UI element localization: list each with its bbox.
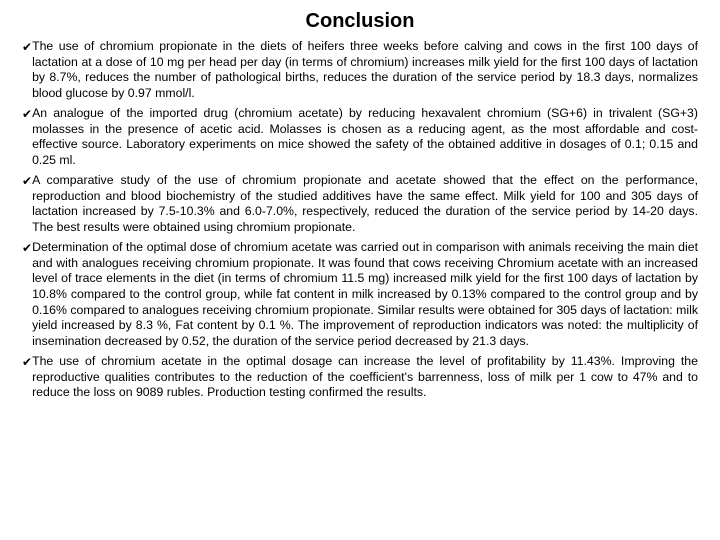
bullet-text: A comparative study of the use of chromi…	[32, 173, 698, 236]
bullet-text: The use of chromium acetate in the optim…	[32, 354, 698, 401]
list-item: ✔ The use of chromium acetate in the opt…	[22, 354, 698, 401]
list-item: ✔ An analogue of the imported drug (chro…	[22, 106, 698, 169]
bullet-text: Determination of the optimal dose of chr…	[32, 240, 698, 350]
check-icon: ✔	[22, 107, 32, 121]
list-item: ✔ A comparative study of the use of chro…	[22, 173, 698, 236]
check-icon: ✔	[22, 241, 32, 255]
bullet-text: The use of chromium propionate in the di…	[32, 39, 698, 102]
list-item: ✔ The use of chromium propionate in the …	[22, 39, 698, 102]
check-icon: ✔	[22, 355, 32, 369]
conclusion-slide: Conclusion ✔ The use of chromium propion…	[0, 0, 720, 540]
page-title: Conclusion	[22, 10, 698, 33]
check-icon: ✔	[22, 40, 32, 54]
check-icon: ✔	[22, 174, 32, 188]
list-item: ✔ Determination of the optimal dose of c…	[22, 240, 698, 350]
bullet-list: ✔ The use of chromium propionate in the …	[22, 39, 698, 401]
bullet-text: An analogue of the imported drug (chromi…	[32, 106, 698, 169]
